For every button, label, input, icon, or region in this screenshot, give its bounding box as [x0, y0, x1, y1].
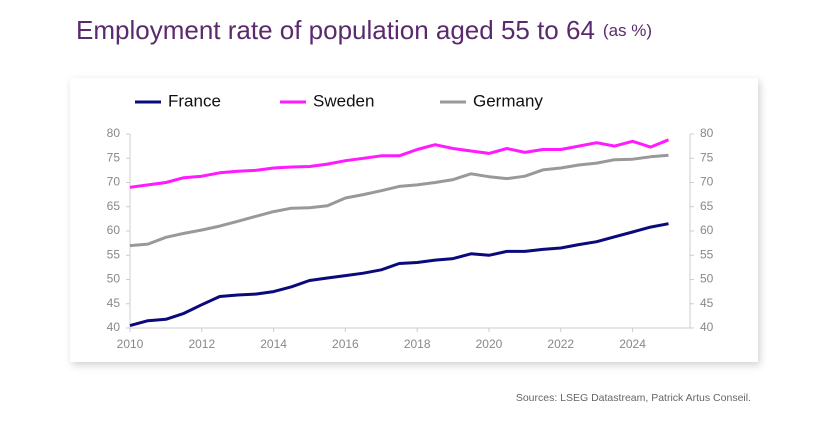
y2-tick-label: 80	[700, 126, 714, 140]
y-tick-label: 75	[107, 150, 121, 164]
y-tick-label: 45	[107, 296, 121, 310]
x-tick-label: 2020	[476, 337, 503, 351]
y2-tick-label: 70	[700, 175, 714, 189]
subtitle: (as %)	[603, 21, 652, 40]
x-tick-label: 2024	[619, 337, 646, 351]
y-tick-label: 50	[107, 272, 121, 286]
legend-label: France	[168, 91, 221, 110]
legend-label: Sweden	[313, 91, 374, 110]
series-line	[129, 138, 670, 189]
title-text: Employment rate of population aged 55 to…	[76, 15, 595, 45]
x-tick-label: 2010	[117, 337, 144, 351]
source-note: Sources: LSEG Datastream, Patrick Artus …	[516, 392, 751, 404]
series-line	[129, 222, 669, 328]
y2-tick-label: 50	[700, 272, 714, 286]
x-tick-label: 2014	[260, 337, 287, 351]
y2-tick-label: 60	[700, 223, 714, 237]
series-line	[129, 153, 669, 248]
y2-tick-label: 45	[700, 296, 714, 310]
y-tick-label: 65	[107, 199, 121, 213]
y-tick-label: 70	[107, 175, 121, 189]
y2-tick-label: 75	[700, 150, 714, 164]
y2-tick-label: 55	[700, 247, 714, 261]
y2-tick-label: 65	[700, 199, 714, 213]
x-tick-label: 2016	[332, 337, 359, 351]
y-tick-label: 40	[107, 320, 121, 334]
y-tick-label: 55	[107, 247, 121, 261]
chart-title: Employment rate of population aged 55 to…	[76, 15, 652, 45]
y2-tick-label: 40	[700, 320, 714, 334]
y-tick-label: 60	[107, 223, 121, 237]
y-tick-label: 80	[107, 126, 121, 140]
x-tick-label: 2022	[547, 337, 574, 351]
chart-panel	[70, 78, 758, 362]
x-tick-label: 2012	[188, 337, 215, 351]
legend-label: Germany	[473, 91, 543, 110]
x-tick-label: 2018	[404, 337, 431, 351]
